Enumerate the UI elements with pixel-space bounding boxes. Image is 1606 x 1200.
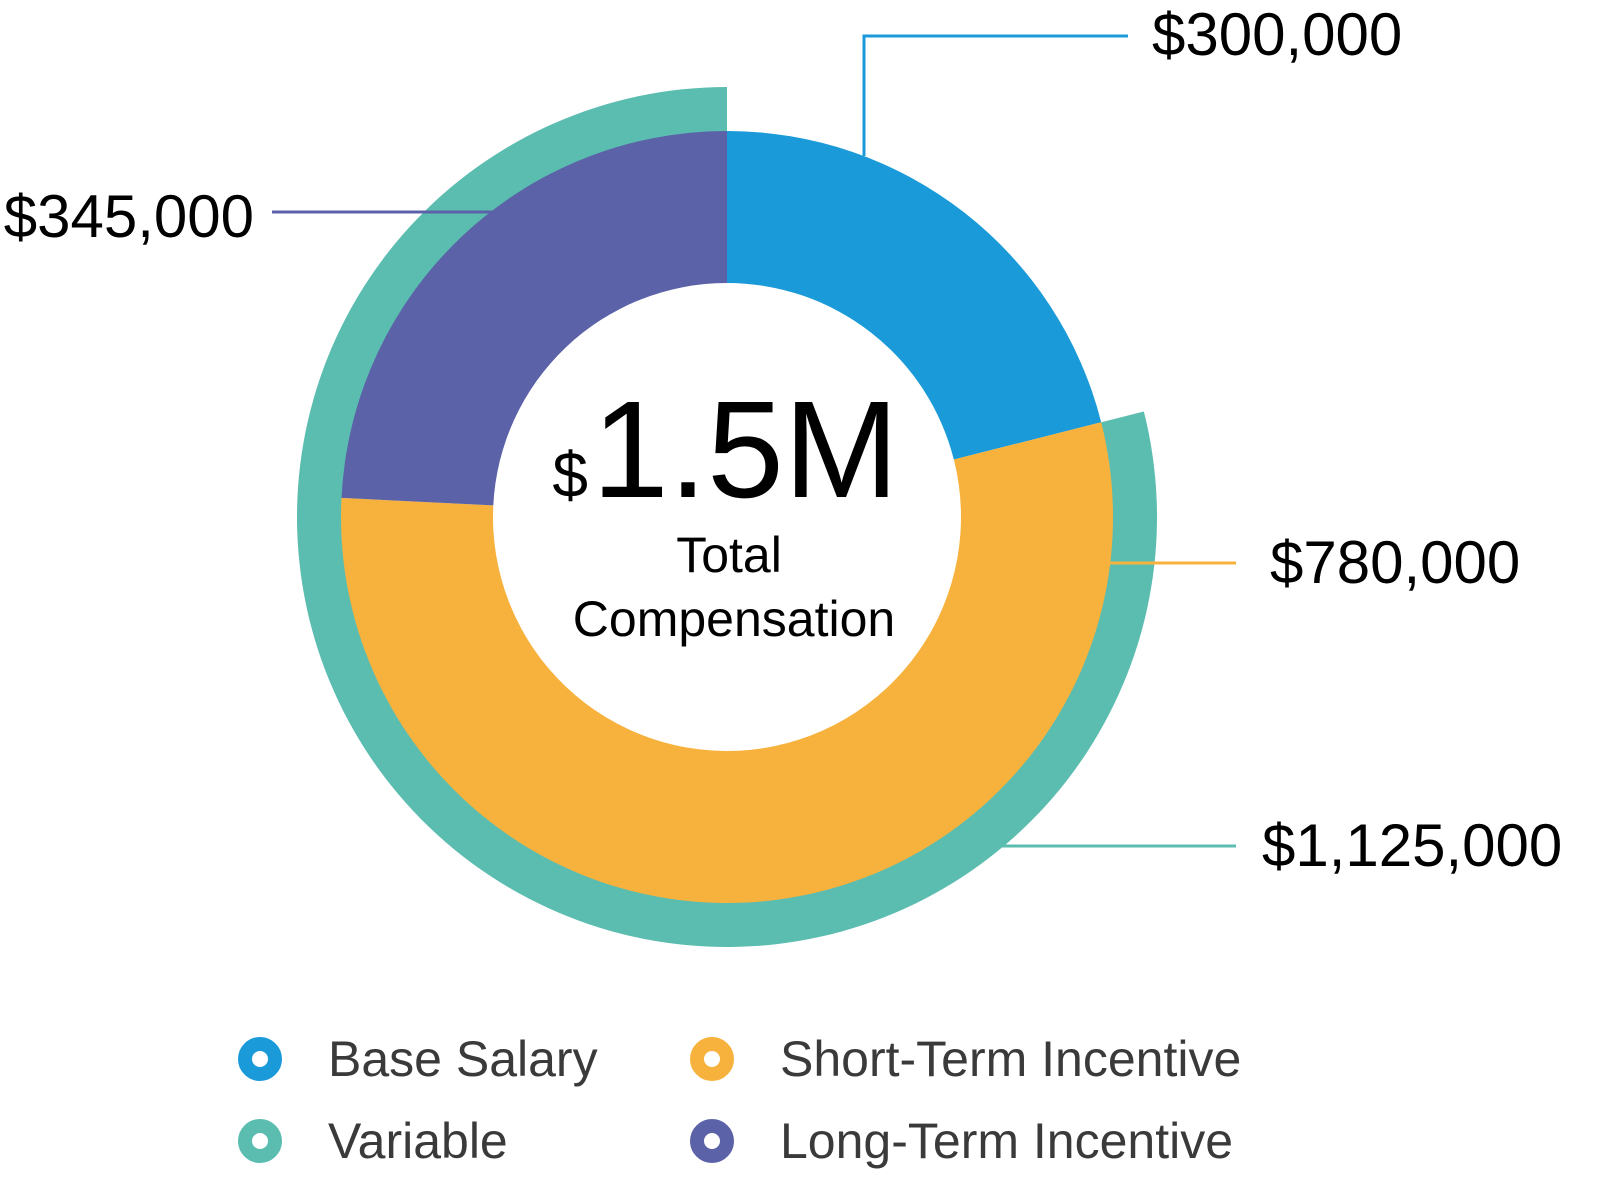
- slice-long-term-incentive: [341, 131, 727, 506]
- center-total-value: 1.5M: [592, 373, 899, 527]
- center-currency-symbol: $: [552, 439, 588, 511]
- center-label: $ 1.5M Total Compensation: [552, 373, 898, 647]
- leader-lines: [272, 34, 1236, 848]
- inner-ring: [341, 131, 1113, 904]
- slice-short-term-incentive: [341, 422, 1113, 904]
- value-label-base-salary: $300,000: [1152, 1, 1402, 68]
- center-label-line2: Compensation: [573, 591, 895, 647]
- slice-base-salary: [727, 131, 1102, 460]
- value-label-short-term-incentive: $780,000: [1270, 529, 1520, 596]
- value-label-variable: $1,125,000: [1262, 812, 1562, 879]
- value-labels: $300,000 $345,000 $780,000 $1,125,000: [4, 1, 1563, 879]
- value-label-long-term-incentive: $345,000: [4, 183, 254, 250]
- center-label-line1: Total: [676, 527, 782, 583]
- leader-line-base-salary: [862, 34, 1128, 156]
